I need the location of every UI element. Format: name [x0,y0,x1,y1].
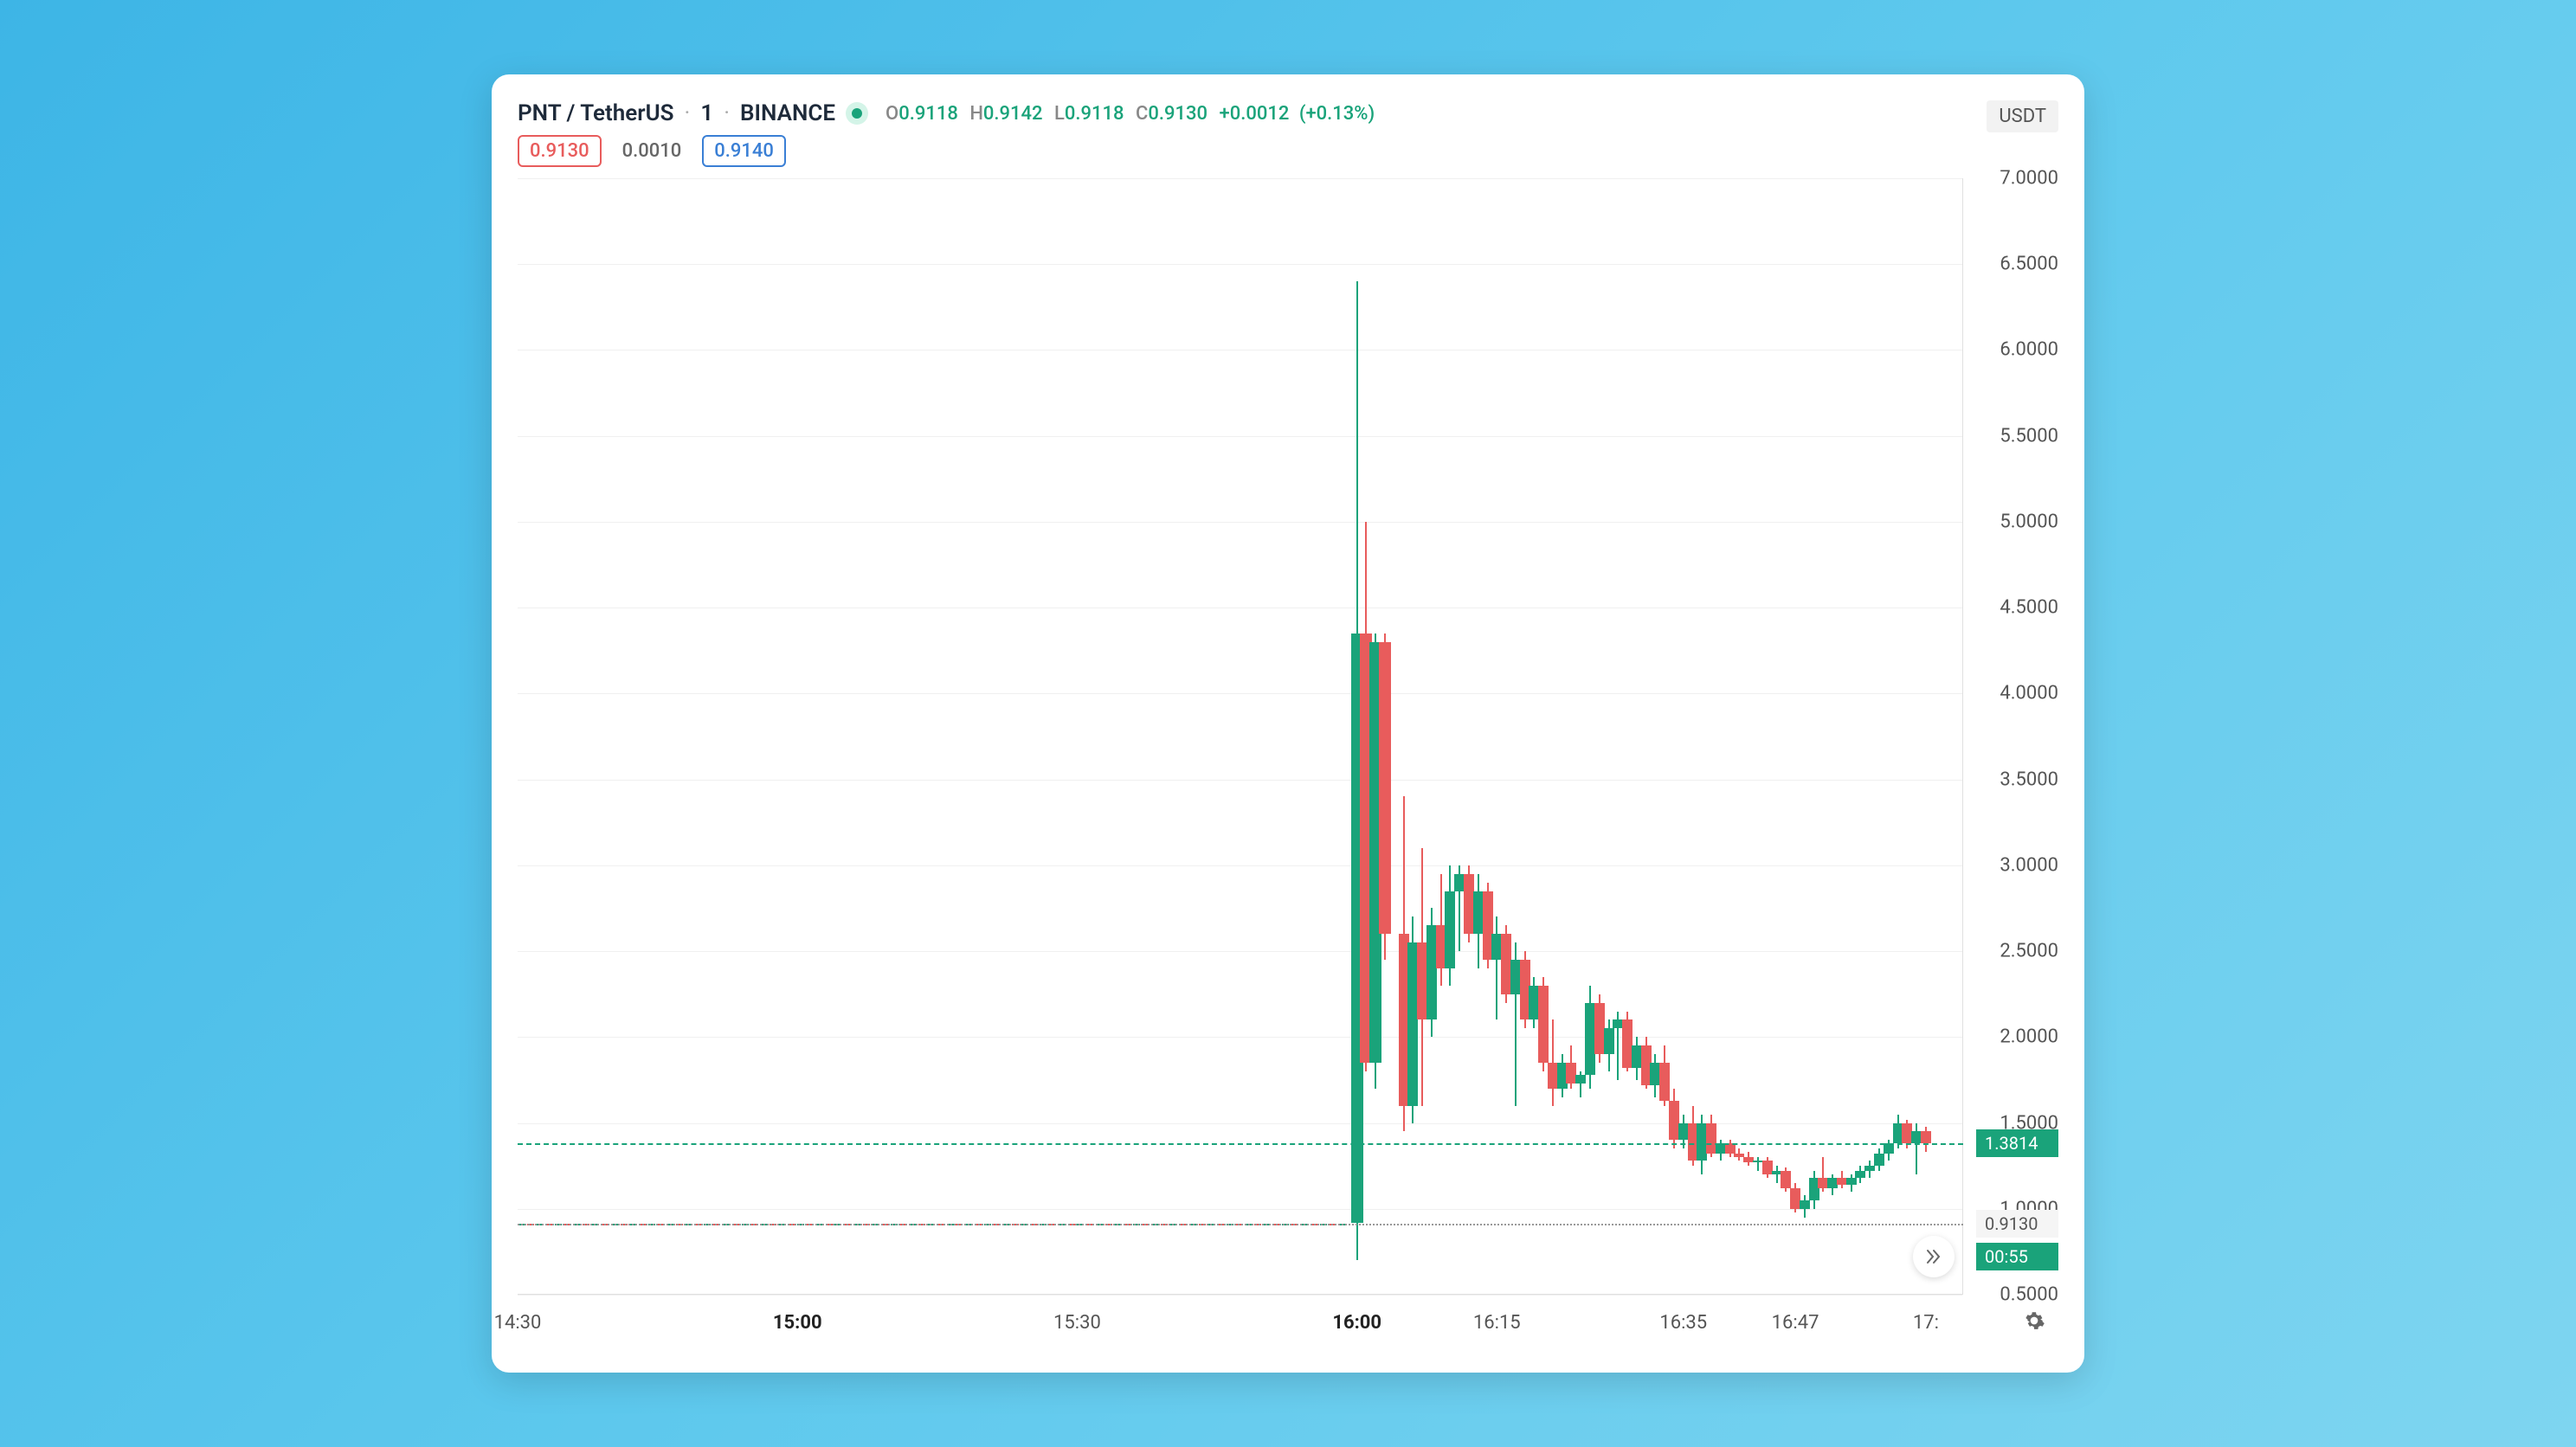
y-tick-label: 6.5000 [2000,254,2058,275]
price-marker: 1.3814 [1976,1129,2058,1157]
chart-card: PNT / TetherUS · 1 · BINANCE O0.9118 H0.… [492,74,2084,1373]
grid-line [518,780,1962,781]
grid-line [518,1123,1962,1124]
x-tick-label: 14:30 [494,1312,542,1334]
scroll-to-end-button[interactable] [1913,1236,1955,1277]
grid-line [518,178,1962,179]
y-tick-label: 6.0000 [2000,339,2058,361]
grid-line [518,1037,1962,1038]
x-tick-label: 16:47 [1772,1312,1819,1334]
exchange: BINANCE [740,100,835,126]
x-tick-label: 15:00 [773,1312,822,1334]
y-tick-label: 4.5000 [2000,597,2058,619]
y-tick-label: 2.0000 [2000,1026,2058,1048]
grid-line [518,951,1962,952]
y-tick-label: 7.0000 [2000,168,2058,190]
y-axis[interactable]: 0.50001.00001.50002.00002.50003.00003.50… [1963,178,2058,1295]
market-status-icon [846,102,868,125]
y-tick-label: 3.5000 [2000,769,2058,790]
price-marker: 00:55 [1976,1243,2058,1270]
spread-badge: 0.0010 [610,135,694,167]
grid-line [518,1295,1962,1296]
grid-line [518,1209,1962,1210]
y-tick-label: 5.0000 [2000,511,2058,532]
grid-line [518,865,1962,866]
current-price-line [518,1143,1963,1145]
bid-ask-badges: 0.9130 0.0010 0.9140 [518,135,2058,167]
x-tick-label: 15:30 [1053,1312,1101,1334]
x-tick-label: 17: [1913,1312,1939,1334]
y-tick-label: 5.5000 [2000,425,2058,447]
separator: · [724,100,730,126]
y-tick-label: 0.5000 [2000,1284,2058,1306]
quote-currency-badge[interactable]: USDT [1987,100,2058,132]
reference-price-line [518,1224,1963,1225]
y-tick-label: 2.5000 [2000,941,2058,962]
ask-badge[interactable]: 0.9140 [702,135,786,167]
separator: · [685,100,691,126]
chevron-double-right-icon [1925,1248,1942,1265]
settings-button[interactable] [2023,1309,2045,1338]
x-tick-label: 16:00 [1332,1312,1381,1334]
candlestick-chart[interactable] [518,178,1963,1295]
price-marker: 0.9130 [1976,1210,2058,1238]
grid-line [518,264,1962,265]
ohlc-readout: O0.9118 H0.9142 L0.9118 C0.9130 +0.0012 … [879,103,1375,125]
gear-icon [2023,1309,2045,1332]
grid-line [518,693,1962,694]
pair-symbol: PNT / TetherUS [518,100,674,126]
x-tick-label: 16:15 [1473,1312,1521,1334]
grid-line [518,522,1962,523]
y-tick-label: 3.0000 [2000,854,2058,876]
interval: 1 [700,100,713,126]
x-axis[interactable]: 14:3015:0015:3016:0016:1516:3516:4717: [518,1303,1963,1347]
x-tick-label: 16:35 [1659,1312,1707,1334]
chart-header: PNT / TetherUS · 1 · BINANCE O0.9118 H0.… [518,100,2058,126]
y-tick-label: 4.0000 [2000,683,2058,704]
bid-badge[interactable]: 0.9130 [518,135,602,167]
grid-line [518,436,1962,437]
